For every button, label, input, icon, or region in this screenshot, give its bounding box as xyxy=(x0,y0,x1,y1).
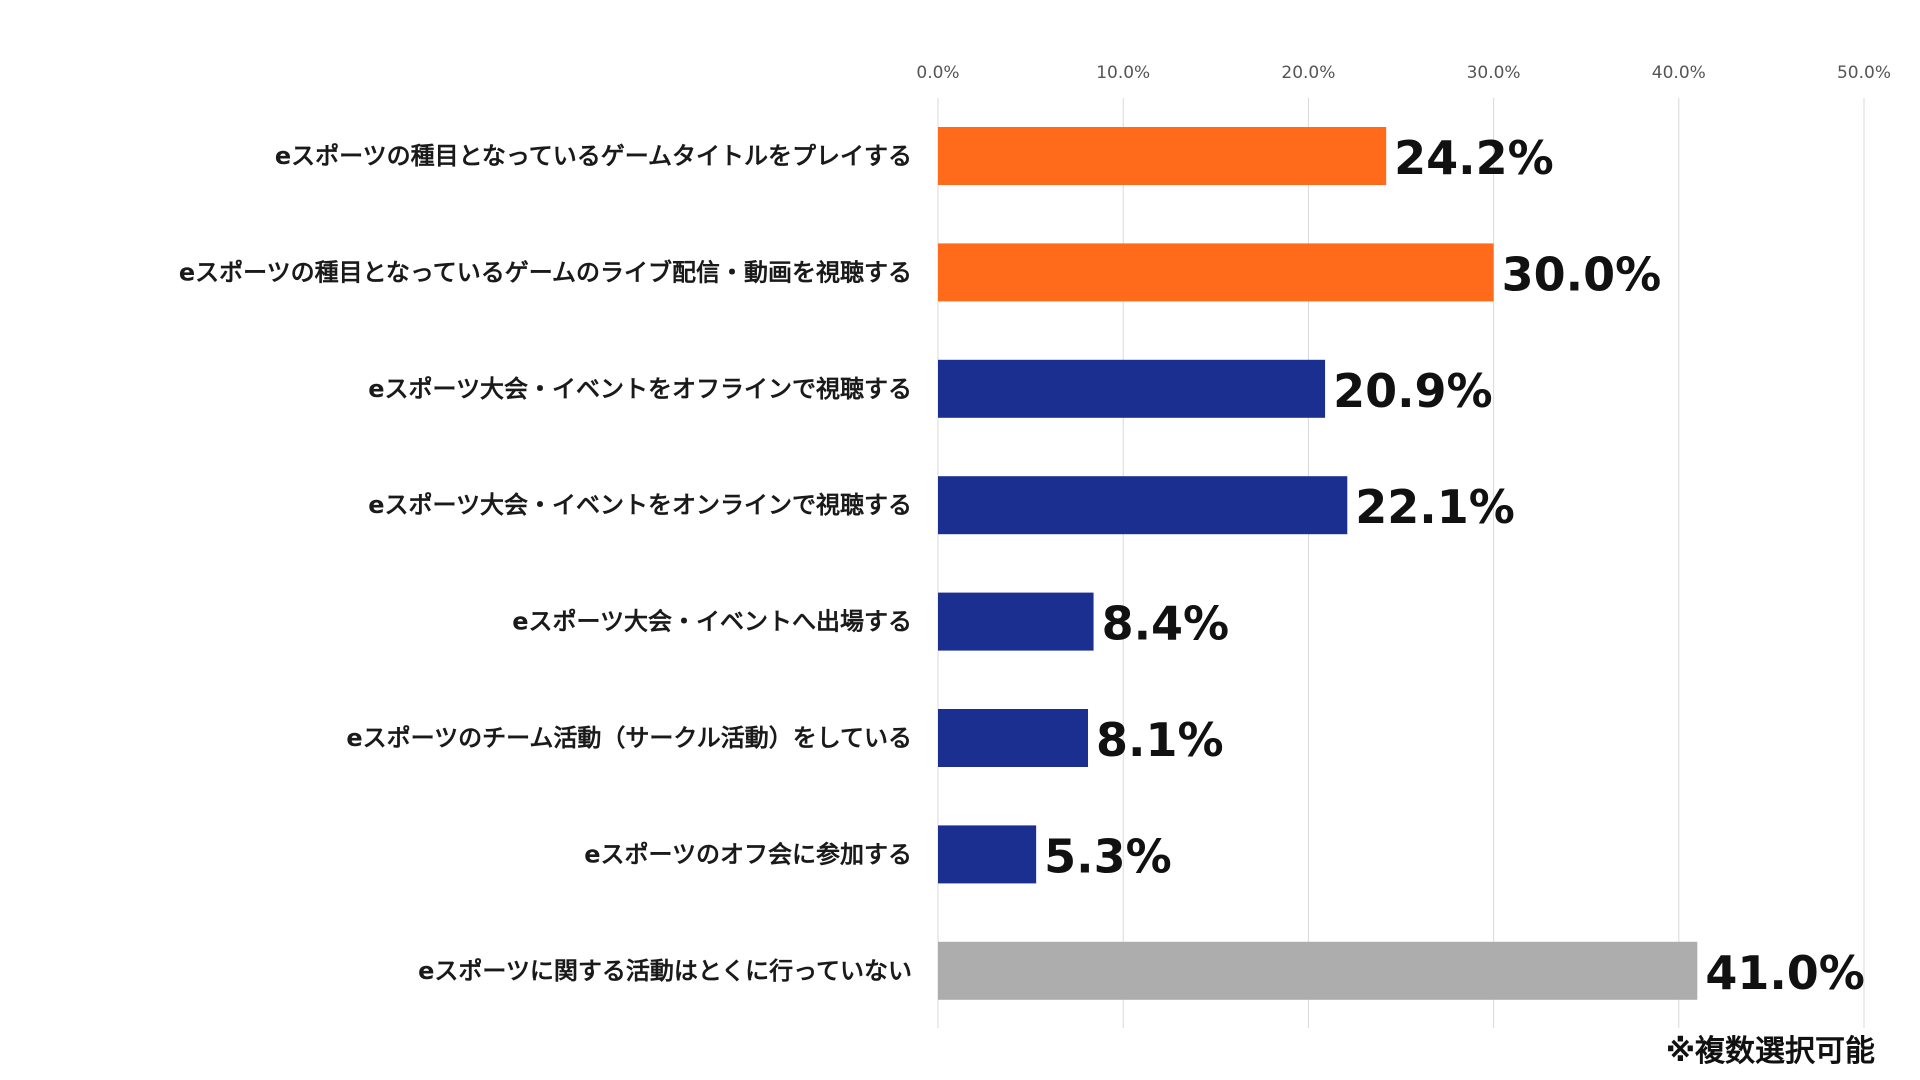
category-label: eスポーツの種目となっているゲームのライブ配信・動画を視聴する xyxy=(179,258,912,286)
data-label: 30.0% xyxy=(1502,247,1662,301)
bar xyxy=(938,709,1089,767)
footnote: ※複数選択可能 xyxy=(1665,1034,1875,1069)
x-tick-label: 10.0% xyxy=(1096,63,1150,83)
bar xyxy=(938,359,1326,418)
bar xyxy=(938,825,1037,884)
data-label: 8.4% xyxy=(1102,597,1230,651)
x-tick-label: 40.0% xyxy=(1652,63,1706,83)
data-label: 8.1% xyxy=(1096,713,1224,767)
data-label: 22.1% xyxy=(1355,480,1515,534)
bar xyxy=(938,243,1494,302)
x-tick-label: 20.0% xyxy=(1281,63,1335,83)
bar xyxy=(938,592,1094,651)
bar xyxy=(938,127,1387,185)
category-label: eスポーツ大会・イベントをオフラインで視聴する xyxy=(368,375,912,403)
x-tick-label: 30.0% xyxy=(1467,63,1521,83)
category-label: eスポーツのオフ会に参加する xyxy=(584,840,912,868)
data-label: 41.0% xyxy=(1705,946,1865,1000)
category-label: eスポーツに関する活動はとくに行っていない xyxy=(418,957,912,985)
x-tick-label: 0.0% xyxy=(916,63,959,83)
bar xyxy=(938,476,1348,535)
data-label: 24.2% xyxy=(1394,131,1554,185)
category-label: eスポーツの種目となっているゲームタイトルをプレイする xyxy=(275,142,912,170)
bar xyxy=(938,941,1698,1000)
category-label: eスポーツのチーム活動（サークル活動）をしている xyxy=(346,724,912,752)
category-label: eスポーツ大会・イベントをオンラインで視聴する xyxy=(368,491,912,519)
data-label: 5.3% xyxy=(1044,829,1172,883)
x-tick-label: 50.0% xyxy=(1837,63,1891,83)
category-label: eスポーツ大会・イベントへ出場する xyxy=(512,608,912,636)
data-label: 20.9% xyxy=(1333,364,1493,418)
